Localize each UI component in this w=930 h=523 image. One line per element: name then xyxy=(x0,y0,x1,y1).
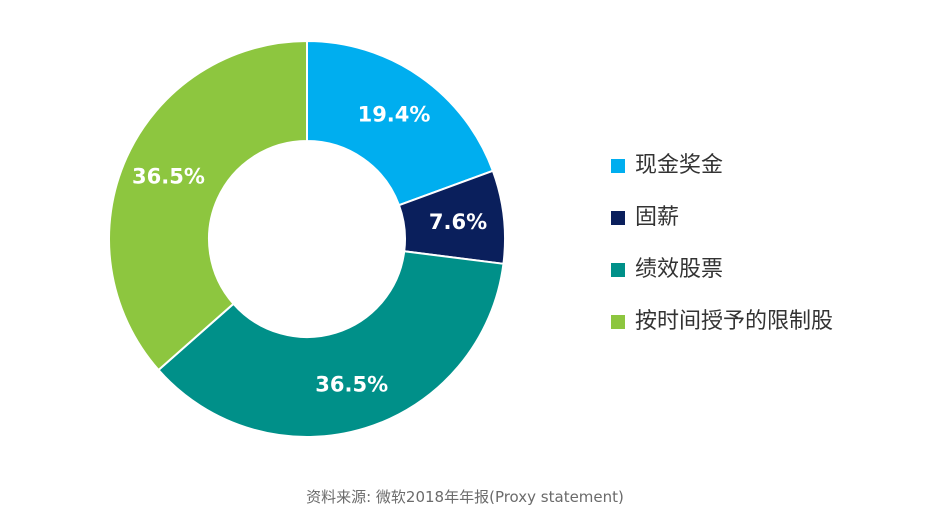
source-note: 资料来源: 微软2018年年报(Proxy statement) xyxy=(306,488,624,506)
legend-item-cash-bonus: 现金奖金 xyxy=(611,140,833,192)
legend-item-time-based-restricted-stock: 按时间授予的限制股 xyxy=(611,296,833,348)
legend-label-cash-bonus: 现金奖金 xyxy=(635,153,724,178)
data-label-performance-stock: 36.5% xyxy=(315,372,388,396)
slice-cash-bonus xyxy=(306,39,495,207)
legend-item-base-salary: 固薪 xyxy=(611,192,833,244)
legend-label-base-salary: 固薪 xyxy=(635,205,680,230)
slice-time-based-restricted-stock xyxy=(108,39,308,372)
legend-swatch-cash-bonus xyxy=(611,159,625,173)
data-label-base-salary: 7.6% xyxy=(429,210,487,234)
legend-swatch-performance-stock xyxy=(611,263,625,277)
slice-performance-stock xyxy=(157,250,505,438)
legend-swatch-base-salary xyxy=(611,211,625,225)
legend-label-performance-stock: 绩效股票 xyxy=(635,257,724,282)
data-label-time-based-restricted-stock: 36.5% xyxy=(132,164,205,188)
legend-item-performance-stock: 绩效股票 xyxy=(611,244,833,296)
legend: 现金奖金 固薪 绩效股票 按时间授予的限制股 xyxy=(611,140,833,348)
legend-label-time-based-restricted-stock: 按时间授予的限制股 xyxy=(635,309,834,334)
legend-swatch-time-based-restricted-stock xyxy=(611,315,625,329)
data-label-cash-bonus: 19.4% xyxy=(358,102,431,126)
